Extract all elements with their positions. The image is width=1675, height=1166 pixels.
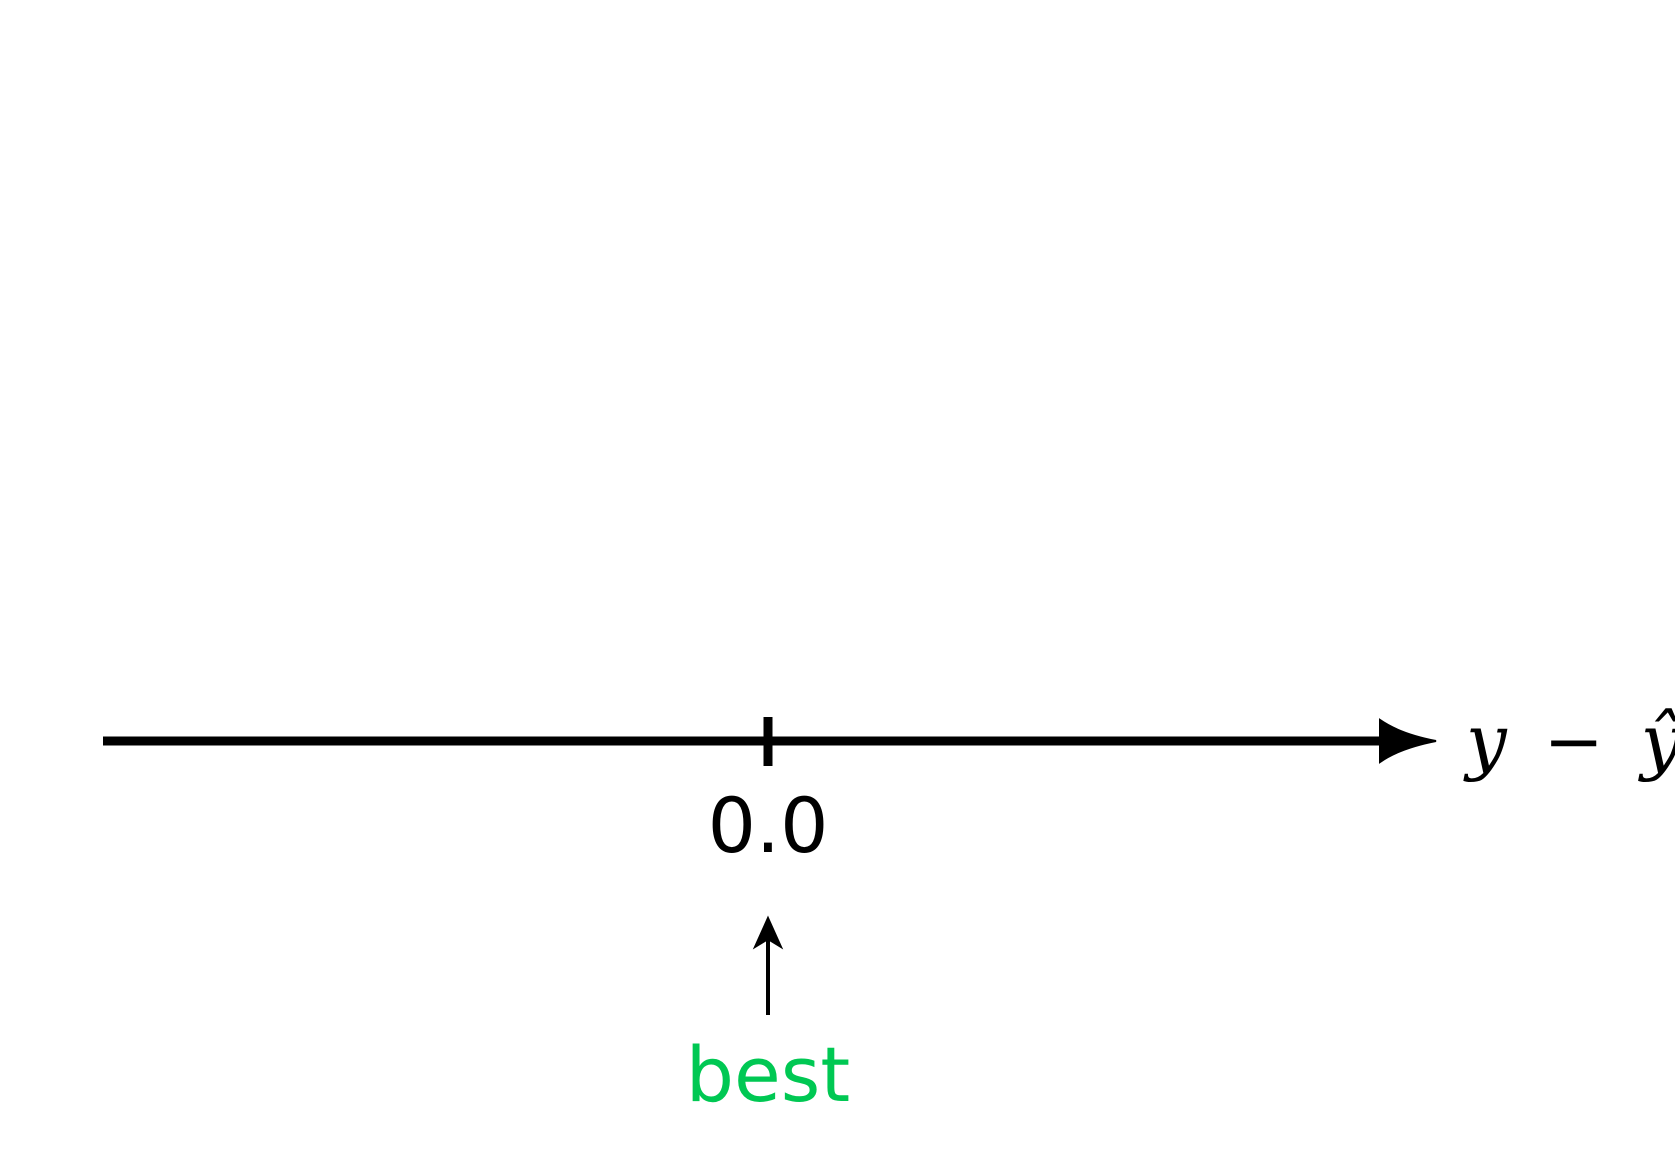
- axis-label-y: y: [1463, 699, 1508, 783]
- axis-arrowhead: [1379, 718, 1437, 764]
- axis-label: y − ŷ: [1463, 699, 1675, 783]
- best-arrow-head: [752, 915, 784, 950]
- axis-label-minus: −: [1544, 699, 1604, 783]
- axis-label-y-hat: ŷ: [1638, 699, 1675, 783]
- best-label: best: [686, 1030, 850, 1119]
- zero-tick-label: 0.0: [708, 781, 829, 870]
